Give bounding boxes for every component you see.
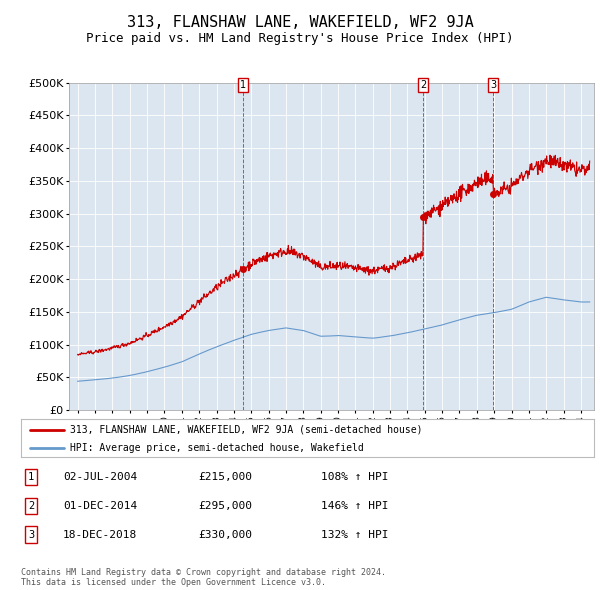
Text: £215,000: £215,000 bbox=[198, 472, 252, 481]
Text: Price paid vs. HM Land Registry's House Price Index (HPI): Price paid vs. HM Land Registry's House … bbox=[86, 32, 514, 45]
Text: 1: 1 bbox=[28, 472, 34, 481]
Text: 3: 3 bbox=[490, 80, 497, 90]
Text: 132% ↑ HPI: 132% ↑ HPI bbox=[321, 530, 389, 539]
Text: 2: 2 bbox=[28, 501, 34, 510]
Text: 146% ↑ HPI: 146% ↑ HPI bbox=[321, 501, 389, 510]
Text: £295,000: £295,000 bbox=[198, 501, 252, 510]
Text: 3: 3 bbox=[28, 530, 34, 539]
Text: 1: 1 bbox=[239, 80, 245, 90]
Text: 313, FLANSHAW LANE, WAKEFIELD, WF2 9JA (semi-detached house): 313, FLANSHAW LANE, WAKEFIELD, WF2 9JA (… bbox=[70, 425, 422, 435]
Text: Contains HM Land Registry data © Crown copyright and database right 2024.
This d: Contains HM Land Registry data © Crown c… bbox=[21, 568, 386, 587]
Text: 01-DEC-2014: 01-DEC-2014 bbox=[63, 501, 137, 510]
Text: £330,000: £330,000 bbox=[198, 530, 252, 539]
Text: 108% ↑ HPI: 108% ↑ HPI bbox=[321, 472, 389, 481]
Text: HPI: Average price, semi-detached house, Wakefield: HPI: Average price, semi-detached house,… bbox=[70, 442, 364, 453]
Text: 313, FLANSHAW LANE, WAKEFIELD, WF2 9JA: 313, FLANSHAW LANE, WAKEFIELD, WF2 9JA bbox=[127, 15, 473, 30]
Text: 02-JUL-2004: 02-JUL-2004 bbox=[63, 472, 137, 481]
Text: 18-DEC-2018: 18-DEC-2018 bbox=[63, 530, 137, 539]
Text: 2: 2 bbox=[420, 80, 427, 90]
